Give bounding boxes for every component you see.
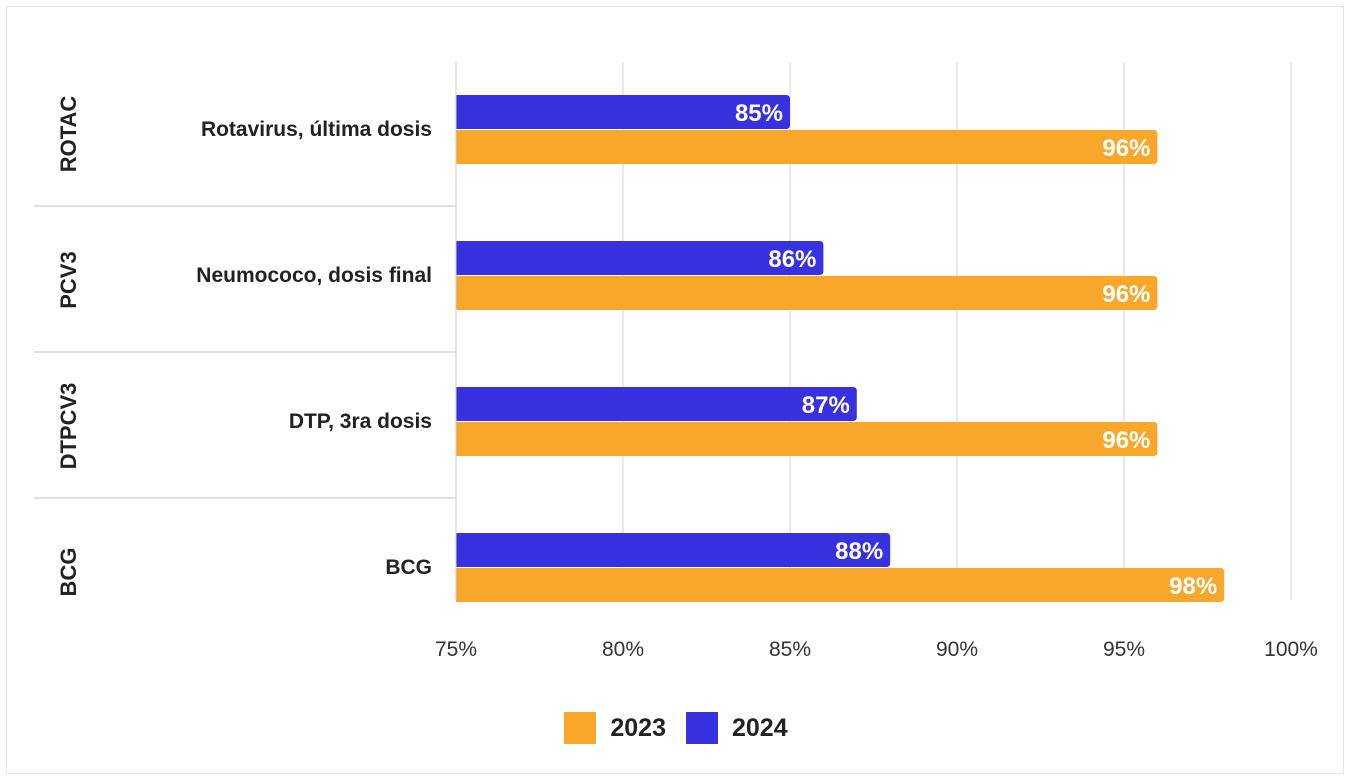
data-label-2023-3: 98% — [1169, 573, 1217, 600]
group-code-label-1: PCV3 — [56, 251, 81, 308]
category-label-1: Neumococo, dosis final — [196, 264, 432, 287]
category-label-0: Rotavirus, última dosis — [201, 118, 432, 141]
data-label-2024-3: 88% — [835, 538, 883, 565]
legend-item-2023: 2023 — [564, 712, 666, 744]
x-tick-label-0: 75% — [435, 638, 477, 661]
bar-2024-3 — [456, 533, 891, 567]
x-tick-label-1: 80% — [602, 638, 644, 661]
category-label-2: DTP, 3ra dosis — [289, 410, 432, 433]
x-tick-label-5: 100% — [1264, 638, 1318, 661]
category-label-3: BCG — [385, 556, 432, 579]
data-label-2024-2: 87% — [802, 392, 850, 419]
group-code-label-3: BCG — [56, 548, 81, 597]
x-tick-label-4: 95% — [1103, 638, 1145, 661]
data-label-2024-1: 86% — [768, 246, 816, 273]
legend-swatch-2024 — [686, 712, 718, 744]
data-label-2023-1: 96% — [1102, 281, 1150, 308]
bar-2023-2 — [456, 422, 1158, 456]
bar-2023-1 — [456, 276, 1158, 310]
legend-swatch-2023 — [564, 712, 597, 744]
legend-label-2023: 2023 — [610, 713, 666, 742]
bar-2023-0 — [456, 130, 1158, 164]
bar-2024-1 — [456, 241, 824, 275]
data-label-2023-0: 96% — [1102, 135, 1150, 162]
bar-2024-0 — [456, 95, 790, 129]
x-tick-label-3: 90% — [936, 638, 978, 661]
chart-frame — [6, 6, 1344, 774]
group-code-label-2: DTPCV3 — [56, 383, 81, 470]
legend-item-2024: 2024 — [686, 712, 788, 744]
data-label-2024-0: 85% — [735, 100, 783, 127]
bar-2023-3 — [456, 568, 1225, 602]
data-label-2023-2: 96% — [1102, 427, 1150, 454]
legend-label-2024: 2024 — [732, 713, 788, 742]
group-code-label-0: ROTAC — [56, 96, 81, 173]
x-tick-label-2: 85% — [769, 638, 811, 661]
legend: 2023 2024 — [0, 712, 1352, 744]
bar-2024-2 — [456, 387, 857, 421]
